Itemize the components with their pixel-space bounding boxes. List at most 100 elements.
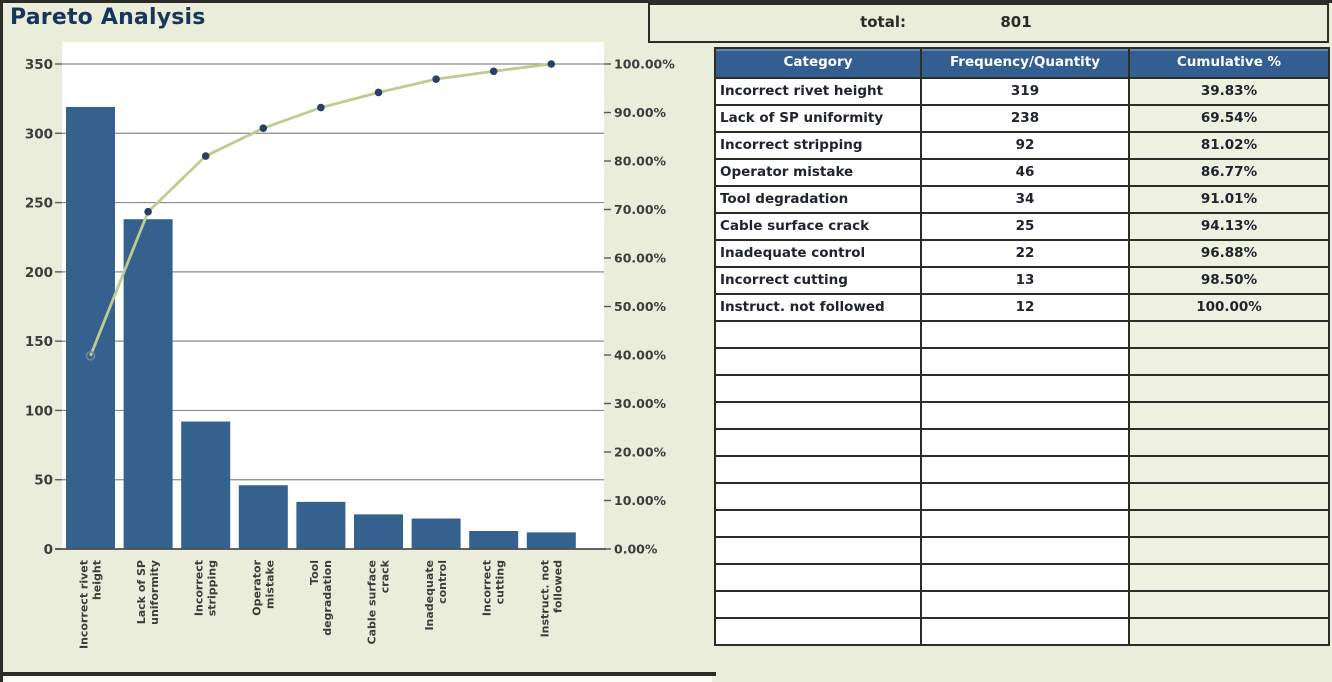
cell-cumulative[interactable] (1128, 509, 1330, 538)
cell-frequency[interactable] (920, 347, 1130, 376)
cell-frequency[interactable] (920, 320, 1130, 349)
cell-category[interactable] (714, 482, 922, 511)
cell-frequency[interactable]: 238 (920, 104, 1130, 133)
cell-category[interactable] (714, 347, 922, 376)
cell-cumulative[interactable] (1128, 455, 1330, 484)
cell-frequency[interactable] (920, 536, 1130, 565)
table-row (714, 509, 1330, 538)
x-axis-label: Incorrectstripping (193, 560, 219, 616)
cell-cumulative[interactable]: 91.01% (1128, 185, 1330, 214)
bar (469, 530, 519, 549)
cell-category[interactable] (714, 563, 922, 592)
cell-frequency[interactable] (920, 509, 1130, 538)
cell-cumulative[interactable] (1128, 320, 1330, 349)
left-axis-tick-label: 150 (25, 334, 53, 350)
pareto-chart[interactable]: 0 50 100 150 200 250 300 350 0.00% 10.00% 20.00% 30… (0, 0, 716, 676)
cell-frequency[interactable] (920, 482, 1130, 511)
cell-cumulative[interactable] (1128, 617, 1330, 646)
x-axis-label: Instruct. notfollowed (538, 560, 564, 637)
cell-cumulative[interactable] (1128, 563, 1330, 592)
cell-frequency[interactable] (920, 455, 1130, 484)
cell-category[interactable] (714, 320, 922, 349)
cell-category[interactable] (714, 401, 922, 430)
cell-frequency[interactable]: 319 (920, 77, 1130, 106)
cell-frequency[interactable]: 12 (920, 293, 1130, 322)
cell-frequency[interactable] (920, 401, 1130, 430)
cell-cumulative[interactable]: 100.00% (1128, 293, 1330, 322)
cell-frequency[interactable]: 34 (920, 185, 1130, 214)
cell-frequency[interactable]: 46 (920, 158, 1130, 187)
cell-cumulative[interactable]: 98.50% (1128, 266, 1330, 295)
table-body: Category Frequency/Quantity Cumulative % In… (714, 47, 1330, 646)
cell-frequency[interactable] (920, 563, 1130, 592)
x-axis-label: Lack of SPuniformity (135, 560, 161, 625)
cell-category[interactable]: Tool degradation (714, 185, 922, 214)
cell-category[interactable]: Lack of SP uniformity (714, 104, 922, 133)
table-header-cell[interactable]: Cumulative % (1128, 47, 1330, 79)
bar (181, 421, 231, 549)
x-axis-label: Cable surfacecrack (366, 559, 392, 644)
cell-category[interactable]: Instruct. not followed (714, 293, 922, 322)
cell-cumulative[interactable]: 39.83% (1128, 77, 1330, 106)
cell-category[interactable]: Operator mistake (714, 158, 922, 187)
cell-category[interactable] (714, 617, 922, 646)
left-axis-tick-label: 250 (25, 196, 53, 212)
table-header-cell[interactable]: Frequency/Quantity (920, 47, 1130, 79)
cell-frequency[interactable]: 22 (920, 239, 1130, 268)
cell-cumulative[interactable] (1128, 428, 1330, 457)
cell-cumulative[interactable]: 86.77% (1128, 158, 1330, 187)
frame-border-top (0, 0, 1332, 3)
cell-cumulative[interactable]: 69.54% (1128, 104, 1330, 133)
right-axis-tick-label: 50.00% (614, 299, 667, 314)
cell-category[interactable] (714, 374, 922, 403)
cell-cumulative[interactable] (1128, 347, 1330, 376)
chart-bottom-border (0, 672, 716, 676)
cell-cumulative[interactable]: 96.88% (1128, 239, 1330, 268)
cell-cumulative[interactable] (1128, 590, 1330, 619)
line-marker (259, 124, 268, 132)
total-value-cell[interactable]: 801 (1000, 13, 1032, 31)
x-axis-label: Incorrectcutting (481, 560, 507, 616)
cell-category[interactable] (714, 428, 922, 457)
cell-category[interactable]: Incorrect cutting (714, 266, 922, 295)
right-axis-tick-label: 100.00% (614, 57, 675, 72)
cell-frequency[interactable]: 13 (920, 266, 1130, 295)
cell-frequency[interactable] (920, 617, 1130, 646)
cell-cumulative[interactable] (1128, 401, 1330, 430)
right-axis-tick-label: 80.00% (614, 154, 667, 169)
right-axis-tick-label: 40.00% (614, 348, 667, 363)
bar (66, 106, 115, 549)
cell-frequency[interactable] (920, 374, 1130, 403)
cell-category[interactable]: Incorrect stripping (714, 131, 922, 160)
x-axis-label: Inadequatecontrol (423, 560, 449, 631)
cell-cumulative[interactable] (1128, 536, 1330, 565)
cell-frequency[interactable] (920, 590, 1130, 619)
table-header-cell[interactable]: Category (714, 47, 922, 79)
cell-category[interactable] (714, 536, 922, 565)
cell-category[interactable] (714, 590, 922, 619)
cell-cumulative[interactable]: 81.02% (1128, 131, 1330, 160)
cell-category[interactable]: Inadequate control (714, 239, 922, 268)
chart-title: Pareto Analysis (10, 5, 206, 30)
table-row: Instruct. not followed 12 100.00% (714, 293, 1330, 322)
cell-category[interactable] (714, 455, 922, 484)
table-row (714, 590, 1330, 619)
table-row: Incorrect rivet height 319 39.83% (714, 77, 1330, 106)
bar (354, 514, 403, 549)
cell-category[interactable]: Incorrect rivet height (714, 77, 922, 106)
table-row: Incorrect stripping 92 81.02% (714, 131, 1330, 160)
cell-category[interactable]: Cable surface crack (714, 212, 922, 241)
table-row: Inadequate control 22 96.88% (714, 239, 1330, 268)
table-row (714, 428, 1330, 457)
cell-frequency[interactable]: 92 (920, 131, 1130, 160)
cell-frequency[interactable] (920, 428, 1130, 457)
bar (296, 501, 346, 549)
table-row: Operator mistake 46 86.77% (714, 158, 1330, 187)
cell-frequency[interactable]: 25 (920, 212, 1130, 241)
total-label-cell[interactable]: total: (860, 13, 906, 31)
cell-cumulative[interactable] (1128, 482, 1330, 511)
right-axis-tick-label: 30.00% (614, 396, 667, 411)
cell-cumulative[interactable] (1128, 374, 1330, 403)
cell-category[interactable] (714, 509, 922, 538)
cell-cumulative[interactable]: 94.13% (1128, 212, 1330, 241)
